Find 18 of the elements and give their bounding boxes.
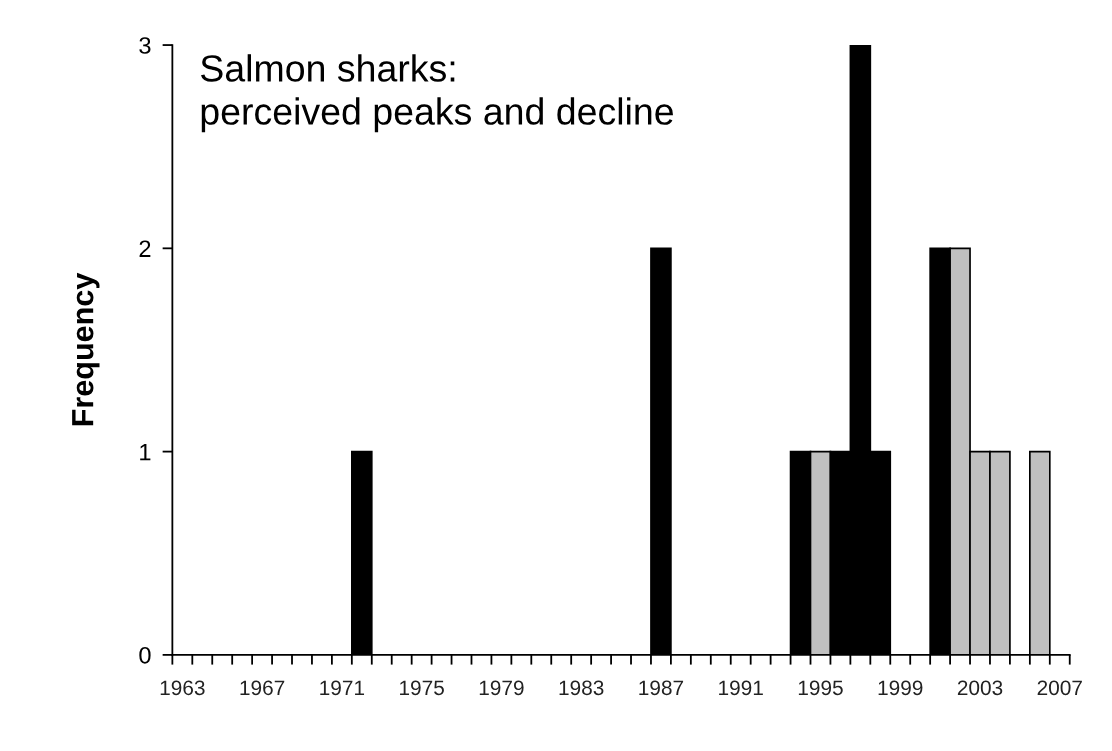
y-axis-title: Frequency — [72, 272, 100, 426]
y-tick-label: 0 — [139, 646, 151, 664]
text: Salmon sharks: perceived peaks and decline — [200, 54, 673, 133]
x-tick-label: 1963 — [160, 680, 205, 696]
y-tick-label: 3 — [139, 37, 151, 54]
y-tick-label: 1 — [140, 443, 151, 461]
x-tick-label: 1995 — [798, 680, 843, 696]
x-tick-label: 2003 — [957, 680, 1003, 696]
x-tick-label: 1991 — [719, 680, 763, 696]
x-tick-label: 1975 — [400, 680, 444, 696]
x-tick-label: 1983 — [559, 680, 604, 696]
y-tick-label: 2 — [139, 240, 151, 257]
x-tick-label: 1999 — [878, 680, 923, 696]
x-tick-label: 2007 — [1037, 680, 1082, 696]
x-tick-label: 1967 — [240, 680, 285, 696]
x-tick-label: 1979 — [479, 680, 524, 696]
x-tick-label: 1971 — [320, 680, 365, 696]
x-tick-label: 1987 — [639, 680, 684, 696]
